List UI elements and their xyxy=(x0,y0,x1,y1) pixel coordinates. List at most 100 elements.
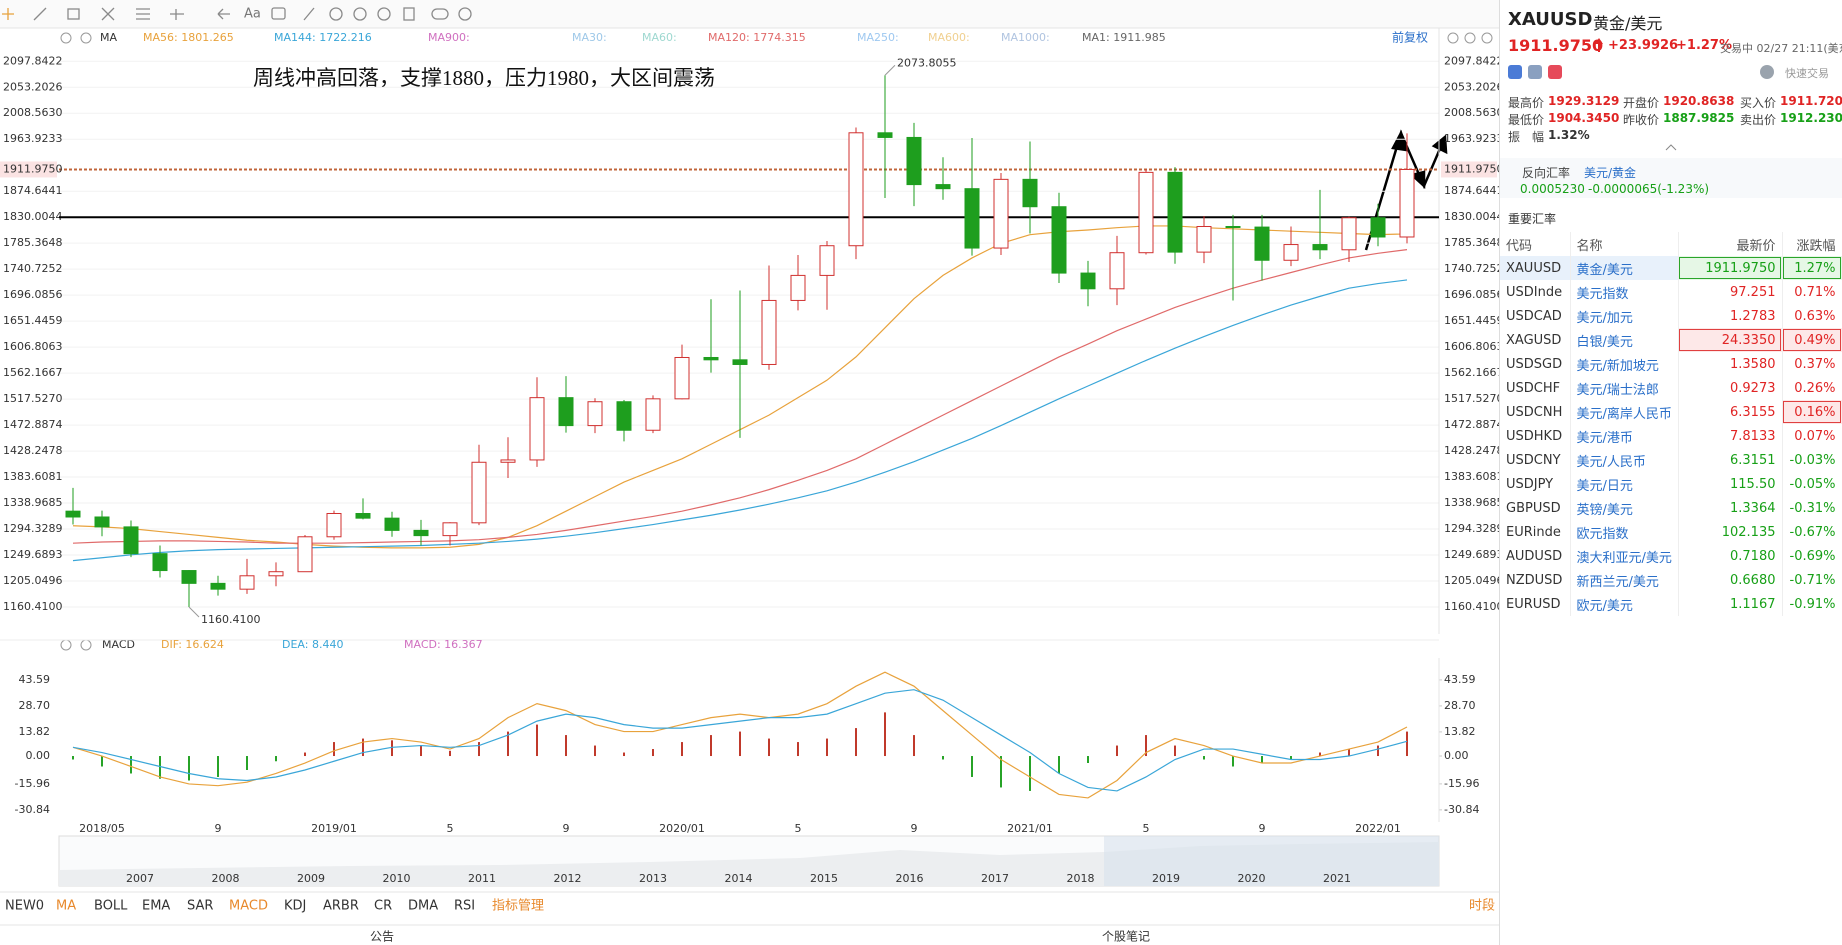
rate-name: 美元/港币 xyxy=(1570,424,1679,448)
legend-item: MACD: 16.367 xyxy=(404,638,483,651)
rate-code: GBPUSD xyxy=(1500,496,1571,520)
rate-name: 美元/人民币 xyxy=(1570,448,1679,472)
candle-body xyxy=(239,575,255,590)
rate-price: 1.2783 xyxy=(1678,304,1783,328)
column-header: 涨跌幅 xyxy=(1782,232,1842,256)
candle-body xyxy=(616,401,632,431)
footer-tab[interactable]: 公告 xyxy=(370,930,394,944)
indicator-tab[interactable]: ARBR xyxy=(323,899,359,914)
rate-change: -0.69% xyxy=(1782,544,1842,568)
indicator-tab[interactable]: BOLL xyxy=(94,899,128,914)
zoom-in-icon[interactable] xyxy=(1481,32,1493,44)
close-icon[interactable] xyxy=(80,32,92,44)
web-icon[interactable] xyxy=(1508,65,1522,79)
footer-tab[interactable]: 个股笔记 xyxy=(1102,929,1150,944)
toolbar-icons[interactable] xyxy=(2,7,472,21)
fib-icon[interactable] xyxy=(101,7,115,21)
rate-row[interactable]: EURUSD 欧元/美元 1.1167 -0.91% xyxy=(1500,592,1842,616)
hide-icon[interactable] xyxy=(377,7,391,21)
rate-row[interactable]: AUDUSD 澳大利亚元/美元 0.7180 -0.69% xyxy=(1500,544,1842,568)
settings-icon[interactable] xyxy=(60,32,72,44)
indicator-tab[interactable]: SAR xyxy=(187,899,213,914)
crosshair-icon[interactable] xyxy=(2,8,14,20)
indicator-tab[interactable]: RSI xyxy=(454,899,475,914)
candle-body xyxy=(1370,217,1386,238)
navigator-year: 2017 xyxy=(981,872,1009,885)
candle-body xyxy=(790,274,806,301)
candle-body xyxy=(964,188,980,249)
rate-row[interactable]: USDCNH 美元/离岸人民币 6.3155 0.16% xyxy=(1500,400,1842,424)
rate-row[interactable]: USDJPY 美元/日元 115.50 -0.05% xyxy=(1500,472,1842,496)
lock-icon[interactable] xyxy=(353,7,367,21)
settings-icon[interactable] xyxy=(458,7,472,21)
rate-change: 1.27% xyxy=(1782,256,1842,280)
stat-label: 最低价 xyxy=(1508,113,1545,127)
indicator-tab[interactable]: EMA xyxy=(142,899,170,914)
inverse-pair[interactable]: 美元/黄金 xyxy=(1584,166,1637,180)
indicator-tab[interactable]: KDJ xyxy=(284,899,306,914)
candle-body xyxy=(645,398,661,431)
x-tick-label: 9 xyxy=(911,822,918,835)
rate-change: -0.71% xyxy=(1782,568,1842,592)
price-change-pct: +1.27% xyxy=(1676,38,1732,53)
y-tick-label: 1249.6893 xyxy=(3,548,63,561)
indicator-tab[interactable]: MACD xyxy=(229,899,268,914)
shape-icon[interactable] xyxy=(67,8,80,20)
rate-row[interactable]: NZDUSD 新西兰元/美元 0.6680 -0.71% xyxy=(1500,568,1842,592)
indicator-tab[interactable]: CR xyxy=(374,899,392,914)
last-price-label: 1911.9750 xyxy=(3,162,63,175)
y-tick-label: 1517.5270 xyxy=(1444,392,1499,405)
delete-icon[interactable] xyxy=(403,7,415,21)
legend-item: MA144: 1722.216 xyxy=(274,31,372,44)
magnet-icon[interactable] xyxy=(329,7,343,21)
navigator-window[interactable] xyxy=(1104,836,1439,886)
candle-body xyxy=(152,553,168,572)
rate-row[interactable]: USDCAD 美元/加元 1.2783 0.63% xyxy=(1500,304,1842,328)
rate-row[interactable]: EURinde 欧元指数 102.135 -0.67% xyxy=(1500,520,1842,544)
measure-icon[interactable] xyxy=(170,9,184,20)
text-tool[interactable]: Aa xyxy=(244,7,261,22)
y-tick-label: 1874.6441 xyxy=(1444,184,1499,197)
navigator-year: 2009 xyxy=(297,872,325,885)
adjust-button[interactable]: 前复权 xyxy=(1392,30,1428,45)
arrow-icon[interactable] xyxy=(217,8,230,20)
rate-row[interactable]: USDSGD 美元/新加坡元 1.3580 0.37% xyxy=(1500,352,1842,376)
channel-icon[interactable] xyxy=(136,8,150,20)
rates-body: XAUUSD 黄金/美元 1911.9750 1.27% USDInde 美元指数 97.2… xyxy=(1500,256,1842,616)
favorite-icon[interactable] xyxy=(1548,65,1562,79)
zoom-out-icon[interactable] xyxy=(1464,32,1476,44)
rate-row[interactable]: USDCHF 美元/瑞士法郎 0.9273 0.26% xyxy=(1500,376,1842,400)
indicator-tab[interactable]: MA xyxy=(56,899,76,914)
rate-row[interactable]: USDCNY 美元/人民币 6.3151 -0.03% xyxy=(1500,448,1842,472)
candle-body xyxy=(732,359,748,365)
rate-row[interactable]: USDHKD 美元/港币 7.8133 0.07% xyxy=(1500,424,1842,448)
last-price-tag xyxy=(1441,161,1497,178)
note-icon[interactable] xyxy=(271,7,286,20)
candle-body xyxy=(210,582,226,590)
indicator-tab[interactable]: NEW0 xyxy=(5,899,44,914)
rate-row[interactable]: XAUUSD 黄金/美元 1911.9750 1.27% xyxy=(1500,256,1842,280)
rate-row[interactable]: USDInde 美元指数 97.251 0.71% xyxy=(1500,280,1842,304)
y-tick-label: 1830.0044 xyxy=(1444,210,1499,223)
navigator-year: 2012 xyxy=(554,872,582,885)
doc-icon[interactable] xyxy=(1528,65,1542,79)
quick-trade[interactable]: 快速交易 xyxy=(1785,67,1829,80)
pen-icon[interactable] xyxy=(303,7,315,21)
alert-icon[interactable] xyxy=(1760,65,1774,79)
indicator-tab[interactable]: DMA xyxy=(408,899,438,914)
period-button[interactable]: 时段 xyxy=(1469,899,1495,914)
rate-price: 1911.9750 xyxy=(1678,256,1783,280)
link-icon[interactable] xyxy=(431,8,449,20)
rate-code: AUDUSD xyxy=(1500,544,1571,568)
collapse-caret[interactable] xyxy=(1665,143,1677,151)
rate-row[interactable]: XAGUSD 白银/美元 24.3350 0.49% xyxy=(1500,328,1842,352)
indicator-tab[interactable]: 指标管理 xyxy=(492,899,544,914)
inverse-label: 反向汇率 xyxy=(1522,166,1571,180)
zoom-icon[interactable] xyxy=(1447,32,1459,44)
settings-icon[interactable] xyxy=(60,639,72,651)
close-icon[interactable] xyxy=(80,639,92,651)
line-icon[interactable] xyxy=(33,7,47,21)
rate-row[interactable]: GBPUSD 英镑/美元 1.3364 -0.31% xyxy=(1500,496,1842,520)
caret-shape xyxy=(1665,144,1677,151)
candle-body xyxy=(906,136,922,186)
